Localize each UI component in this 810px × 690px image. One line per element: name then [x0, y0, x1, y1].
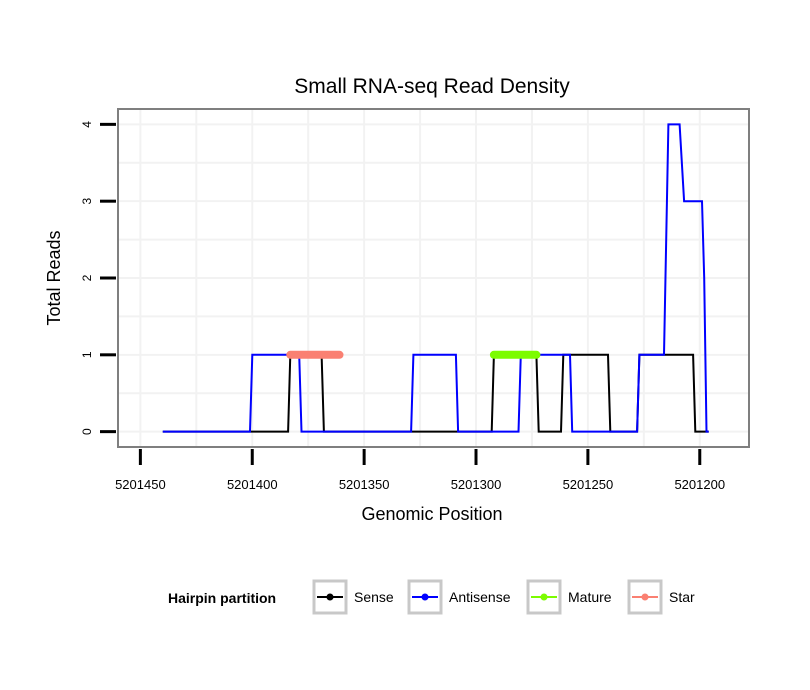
- legend-key-point: [326, 593, 334, 601]
- legend-label: Star: [669, 589, 695, 605]
- grid: [118, 109, 749, 447]
- legend-key-point: [421, 593, 429, 601]
- legend: Hairpin partition Sense Antisense Mature St…: [168, 579, 695, 615]
- y-axis-label: Total Reads: [44, 230, 64, 325]
- x-tick-label: 5201250: [563, 477, 614, 492]
- chart-title: Small RNA-seq Read Density: [294, 75, 570, 98]
- x-tick-label: 5201400: [227, 477, 278, 492]
- legend-entry-antisense: Antisense: [407, 579, 511, 615]
- legend-key-point: [641, 593, 649, 601]
- legend-title: Hairpin partition: [168, 590, 276, 606]
- legend-label: Mature: [568, 589, 612, 605]
- y-tick-label: 3: [80, 198, 94, 205]
- y-axis: 0 1 2 3 4: [80, 121, 116, 435]
- series-lines: [162, 123, 709, 433]
- legend-label: Antisense: [449, 589, 511, 605]
- legend-entry-mature: Mature: [526, 579, 612, 615]
- plot-border: [117, 108, 750, 448]
- y-tick-label: 0: [80, 428, 94, 435]
- legend-entry-star: Star: [627, 579, 695, 615]
- x-axis-label: Genomic Position: [361, 504, 502, 524]
- x-tick-label: 5201450: [115, 477, 166, 492]
- legend-label: Sense: [354, 589, 394, 605]
- x-tick-label: 5201200: [674, 477, 725, 492]
- y-tick-label: 1: [80, 351, 94, 358]
- legend-entry-sense: Sense: [312, 579, 394, 615]
- x-tick-label: 5201300: [451, 477, 502, 492]
- y-tick-label: 2: [80, 274, 94, 281]
- y-tick-label: 4: [80, 121, 94, 128]
- x-axis: 5201450 5201400 5201350 5201300 5201250 52012…: [115, 449, 725, 492]
- legend-key-point: [540, 593, 548, 601]
- x-tick-label: 5201350: [339, 477, 390, 492]
